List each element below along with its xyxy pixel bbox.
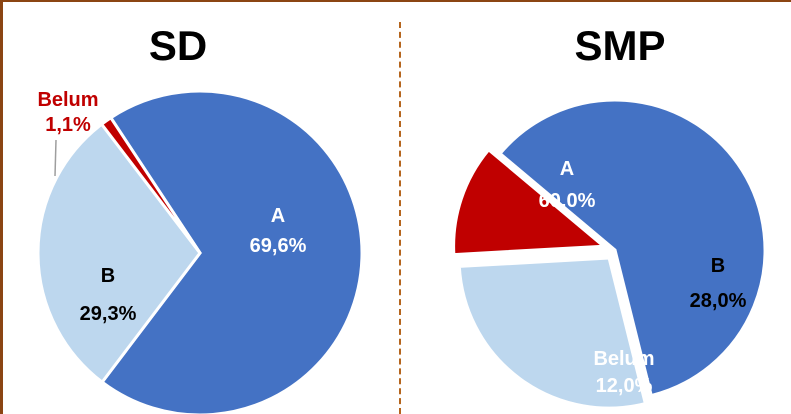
slice-value-label-sd-a: 69,6% bbox=[250, 235, 307, 257]
label-leader-line bbox=[54, 139, 57, 177]
chart-divider bbox=[399, 22, 401, 414]
slice-category-label-sd-belum: Belum bbox=[37, 89, 98, 111]
pie-slice-smp-belum bbox=[452, 147, 608, 257]
frame-top-border bbox=[0, 0, 791, 2]
frame-left-border bbox=[0, 0, 3, 414]
slice-category-label-sd-b: B bbox=[101, 265, 115, 287]
pie-slice-smp-a bbox=[497, 98, 767, 398]
pie-slice-sd-a bbox=[100, 89, 364, 414]
pie-slice-smp-b bbox=[457, 256, 648, 410]
pie-sd: A 69,6% B 29,3% Belum 1,1% bbox=[36, 89, 364, 414]
chart-title-sd: SD bbox=[149, 22, 207, 69]
pie-smp: A 60,0% B 28,0% Belum 12,0% bbox=[452, 98, 767, 410]
chart-title-smp: SMP bbox=[574, 22, 665, 69]
slice-value-label-sd-belum: 1,1% bbox=[45, 114, 91, 136]
slice-category-label-smp-a: A bbox=[560, 158, 574, 180]
pie-slice-sd-b bbox=[36, 122, 202, 385]
slice-category-label-smp-b: B bbox=[711, 255, 725, 277]
pie-slice-sd-belum bbox=[99, 115, 202, 254]
slice-value-label-smp-b: 28,0% bbox=[690, 290, 747, 312]
slice-value-label-smp-a: 60,0% bbox=[539, 190, 596, 212]
slice-category-label-sd-a: A bbox=[271, 205, 285, 227]
slice-value-label-sd-b: 29,3% bbox=[80, 303, 137, 325]
slice-category-label-smp-belum: Belum bbox=[593, 348, 654, 370]
slice-value-label-smp-belum: 12,0% bbox=[596, 375, 653, 397]
